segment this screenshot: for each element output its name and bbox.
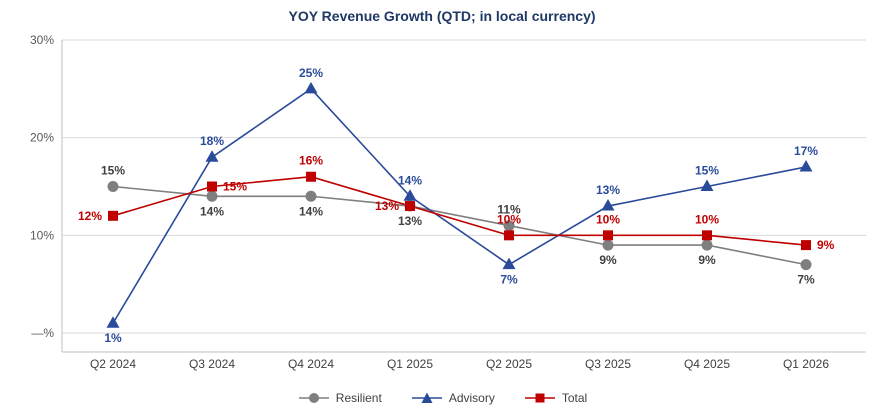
- data-label-total: 10%: [596, 212, 620, 226]
- y-axis-tick-label: 10%: [30, 228, 54, 242]
- resilient-point: [602, 239, 614, 251]
- data-label-advisory: 1%: [104, 331, 122, 345]
- data-label-resilient: 15%: [101, 163, 125, 177]
- data-label-advisory: 7%: [500, 273, 518, 287]
- resilient-point: [305, 190, 317, 202]
- advisory-point: [106, 316, 120, 328]
- data-label-advisory: 17%: [794, 144, 818, 158]
- advisory-point: [799, 159, 813, 172]
- legend-label-advisory: Advisory: [448, 391, 495, 405]
- total-point: [702, 230, 712, 241]
- legend-item-advisory: Advisory: [410, 391, 495, 405]
- x-axis-category-label: Q1 2026: [783, 357, 829, 371]
- x-axis-category-label: Q4 2024: [288, 357, 334, 371]
- advisory-point: [502, 257, 516, 270]
- legend-item-resilient: Resilient: [297, 391, 382, 405]
- resilient-circle-marker-icon: [298, 393, 329, 403]
- data-label-resilient: 14%: [200, 204, 224, 218]
- series-line-resilient: [112, 185, 807, 266]
- resilient-point: [107, 180, 119, 192]
- data-label-resilient: 7%: [797, 273, 815, 287]
- data-label-resilient: 13%: [398, 214, 422, 228]
- data-label-resilient: 9%: [698, 253, 716, 267]
- advisory-triangle-marker-icon: [411, 392, 442, 403]
- data-label-total: 13%: [375, 199, 399, 213]
- data-label-advisory: 25%: [299, 66, 323, 80]
- legend-item-total: Total: [523, 391, 587, 405]
- total-square-marker-icon: [524, 393, 555, 403]
- data-label-advisory: 14%: [398, 173, 422, 187]
- resilient-point: [701, 239, 713, 251]
- legend-label-total: Total: [561, 391, 588, 405]
- data-label-resilient: 11%: [497, 203, 521, 217]
- x-axis-category-label: Q1 2025: [387, 357, 433, 371]
- total-point: [207, 181, 217, 192]
- data-label-advisory: 18%: [200, 134, 224, 148]
- data-label-advisory: 15%: [695, 163, 719, 177]
- resilient-point: [206, 190, 218, 202]
- series-line-advisory: [112, 87, 807, 324]
- data-label-total: 16%: [299, 154, 323, 168]
- resilient-point: [503, 220, 515, 232]
- y-axis-tick-label: —%: [31, 326, 54, 340]
- chart-title: YOY Revenue Growth (QTD; in local curren…: [288, 8, 596, 24]
- y-axis-tick-label: 30%: [30, 33, 54, 47]
- total-point: [405, 201, 415, 212]
- data-label-total: 9%: [817, 238, 835, 252]
- data-label-total: 10%: [497, 212, 521, 226]
- total-point: [108, 210, 118, 221]
- total-point: [306, 171, 316, 182]
- x-axis-category-label: Q3 2024: [189, 357, 235, 371]
- advisory-point: [700, 179, 714, 191]
- data-label-resilient: 14%: [299, 204, 323, 218]
- x-axis-category-label: Q3 2025: [585, 357, 631, 371]
- data-label-total: 15%: [223, 179, 247, 193]
- resilient-point: [800, 259, 812, 271]
- advisory-point: [601, 199, 615, 211]
- advisory-point: [403, 189, 417, 201]
- advisory-point: [304, 81, 318, 94]
- total-point: [603, 230, 613, 241]
- data-label-advisory: 13%: [596, 183, 620, 197]
- advisory-point: [205, 150, 219, 162]
- x-axis-category-label: Q4 2025: [684, 357, 730, 371]
- data-label-total: 12%: [78, 209, 102, 223]
- data-label-total: 10%: [695, 212, 719, 226]
- legend-label-resilient: Resilient: [335, 391, 382, 405]
- total-point: [801, 240, 811, 251]
- chart-legend: Resilient Advisory Total: [0, 387, 884, 409]
- x-axis-category-label: Q2 2024: [90, 357, 136, 371]
- x-axis-category-label: Q2 2025: [486, 357, 532, 371]
- total-point: [504, 230, 514, 241]
- y-axis-tick-label: 20%: [30, 131, 54, 145]
- data-label-resilient: 9%: [599, 253, 617, 267]
- series-line-total: [112, 175, 807, 246]
